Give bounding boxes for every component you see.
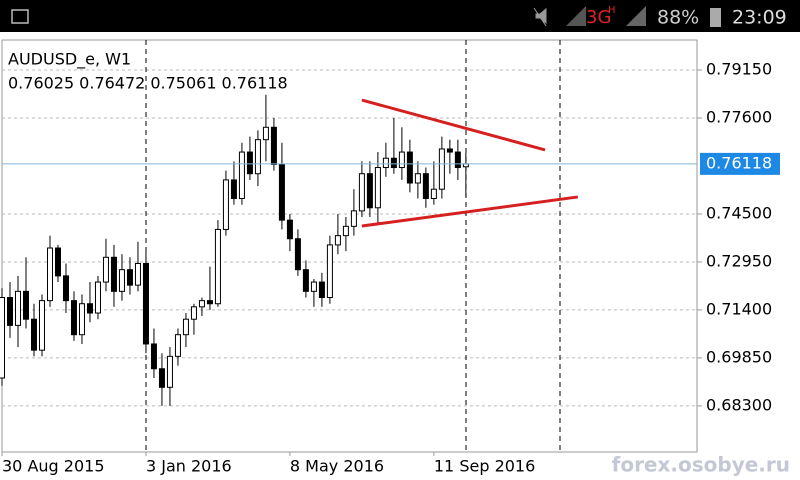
x-tick-label: 30 Aug 2015 — [2, 457, 105, 476]
gallery-icon — [11, 9, 29, 24]
x-tick-label: 11 Sep 2016 — [434, 457, 535, 476]
network-type: 3G — [586, 7, 611, 28]
candle-body — [366, 173, 373, 209]
candle-body — [110, 256, 117, 292]
y-tick-label: 0.71400 — [706, 299, 772, 318]
candle-body — [302, 269, 309, 292]
candle-body — [54, 247, 61, 277]
candle-body — [46, 247, 53, 302]
candle-body — [262, 126, 269, 141]
candle-body — [14, 290, 21, 326]
candle-body — [334, 235, 341, 246]
candle-body — [438, 148, 445, 190]
candle-body — [222, 179, 229, 230]
plot — [0, 94, 697, 406]
candle-body — [246, 151, 253, 175]
candle-body — [94, 281, 101, 314]
trendline — [361, 195, 579, 228]
candle-body — [374, 167, 381, 209]
candle-body — [286, 219, 293, 240]
candle-body — [78, 303, 85, 336]
candle-body — [182, 318, 189, 336]
watermark: forex.osobye.ru — [612, 453, 790, 477]
ohlc-value: 0.75061 — [150, 74, 216, 93]
candle-body — [206, 300, 213, 305]
clock: 23:09 — [732, 7, 787, 29]
candle-body — [422, 173, 429, 199]
candle-body — [358, 173, 365, 212]
candle-body — [318, 281, 325, 299]
candle-body — [294, 238, 301, 271]
candle-body — [134, 262, 141, 286]
signal-icon-2 — [626, 6, 646, 26]
candle-body — [342, 225, 349, 237]
candle-body — [6, 297, 13, 326]
candle-body — [446, 148, 453, 153]
candle-body — [0, 297, 5, 379]
candle-body — [166, 355, 173, 388]
candle-body — [174, 334, 181, 357]
candle-body — [102, 256, 109, 283]
candle-body — [454, 151, 461, 169]
y-tick-label: 0.68300 — [706, 395, 772, 414]
network-sub: H — [608, 5, 616, 16]
trendline — [361, 98, 546, 152]
candle-body — [382, 157, 389, 169]
candle-body — [150, 343, 157, 370]
candle-body — [398, 151, 405, 169]
plot-frame — [1, 39, 698, 453]
grid — [2, 69, 697, 407]
chart-title: AUDUSD_e, W1 — [8, 50, 131, 70]
candle-body — [38, 300, 45, 351]
ohlc-value: 0.76025 — [8, 74, 74, 93]
x-tick-label: 3 Jan 2016 — [146, 457, 232, 476]
candle-body — [70, 300, 77, 336]
y-tick-label: 0.77600 — [706, 108, 772, 127]
candle-body — [430, 188, 437, 199]
candle-body — [278, 163, 285, 221]
candle-body — [310, 281, 317, 292]
candle-body — [30, 318, 37, 351]
candle-body — [390, 157, 397, 169]
candle-body — [350, 210, 357, 227]
candle-body — [190, 306, 197, 320]
candle-body — [406, 151, 413, 184]
candle-body — [118, 269, 125, 292]
signal-icon — [566, 6, 586, 26]
candle-body — [230, 179, 237, 199]
status-bar — [0, 0, 800, 32]
candle-body — [198, 300, 205, 308]
candle-body — [142, 262, 149, 345]
candle-body — [270, 126, 277, 165]
ohlc-value: 0.76118 — [222, 74, 288, 93]
ohlc-value: 0.76472 — [79, 74, 145, 93]
candle-body — [214, 228, 221, 305]
y-tick-label: 0.79150 — [706, 60, 772, 79]
price-label-bg — [700, 152, 780, 175]
candle-body — [22, 290, 29, 320]
y-tick-label: 0.72950 — [706, 251, 772, 270]
candle-body — [326, 244, 333, 299]
ohlc-readout: 0.76025 0.76472 0.75061 0.76118 — [8, 74, 288, 93]
candle-body — [86, 303, 93, 314]
candle-body — [158, 368, 165, 388]
price-label: 0.76118 — [706, 153, 772, 172]
battery-icon — [710, 8, 721, 27]
x-tick-label: 8 May 2016 — [290, 457, 384, 476]
candle-body — [254, 139, 261, 175]
mute-icon — [533, 7, 547, 27]
battery-level: 88% — [657, 7, 699, 29]
y-tick-label: 0.74500 — [706, 203, 772, 222]
y-tick-label: 0.69850 — [706, 347, 772, 366]
candle-body — [238, 151, 245, 199]
candle-body — [62, 275, 69, 302]
candle-body — [126, 269, 133, 286]
candle-body — [414, 173, 421, 184]
